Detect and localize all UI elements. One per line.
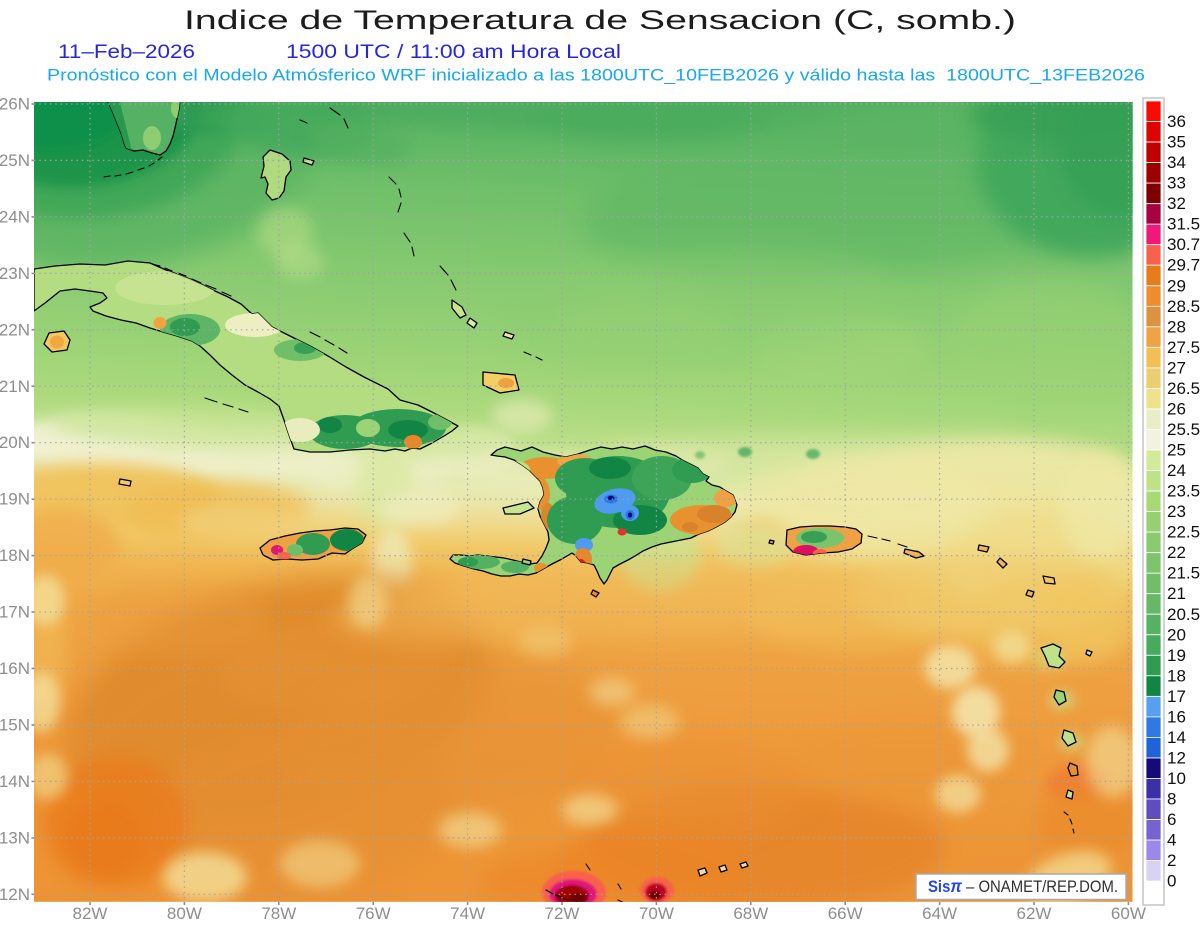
svg-text:21N: 21N [0,377,30,396]
svg-text:23N: 23N [0,264,30,283]
svg-text:32: 32 [1167,194,1186,213]
svg-text:Pronóstico con el Modelo Atmós: Pronóstico con el Modelo Atmósferico WRF… [47,67,1145,85]
svg-text:23: 23 [1167,502,1186,521]
svg-text:16N: 16N [0,659,30,678]
svg-text:20: 20 [1167,625,1186,644]
svg-text:14N: 14N [0,772,30,791]
svg-text:33: 33 [1167,174,1186,193]
svg-text:24: 24 [1167,461,1186,480]
svg-text:30.7: 30.7 [1167,235,1200,254]
svg-text:80W: 80W [167,904,202,923]
svg-text:25: 25 [1167,441,1186,460]
svg-text:11–Feb–2026: 11–Feb–2026 [58,42,195,63]
svg-text:15N: 15N [0,716,30,735]
svg-text:25N: 25N [0,151,30,170]
svg-text:26.5: 26.5 [1167,379,1200,398]
svg-text:60W: 60W [1111,904,1146,923]
svg-text:16: 16 [1167,707,1186,726]
svg-text:12N: 12N [0,885,30,904]
svg-text:25.5: 25.5 [1167,420,1200,439]
svg-text:28: 28 [1167,317,1186,336]
svg-text:4: 4 [1167,831,1176,850]
svg-text:23.5: 23.5 [1167,482,1200,501]
svg-text:Indice de Temperatura de Sensa: Indice de Temperatura de Sensacion (C, s… [184,5,1016,35]
svg-text:36: 36 [1167,112,1186,131]
svg-text:18: 18 [1167,666,1186,685]
svg-text:27: 27 [1167,358,1186,377]
svg-text:62W: 62W [1017,904,1052,923]
svg-text:28.5: 28.5 [1167,297,1200,316]
svg-text:76W: 76W [356,904,391,923]
svg-text:21: 21 [1167,584,1186,603]
svg-text:24N: 24N [0,207,30,226]
svg-text:2: 2 [1167,851,1176,870]
svg-text:29: 29 [1167,276,1186,295]
svg-text:0: 0 [1167,872,1176,891]
svg-text:68W: 68W [733,904,768,923]
svg-text:29.7: 29.7 [1167,256,1200,275]
svg-text:17N: 17N [0,603,30,622]
svg-text:22.5: 22.5 [1167,523,1200,542]
svg-text:10: 10 [1167,769,1186,788]
svg-text:72W: 72W [545,904,580,923]
svg-text:6: 6 [1167,810,1176,829]
svg-text:64W: 64W [922,904,957,923]
svg-text:20N: 20N [0,433,30,452]
svg-text:26: 26 [1167,400,1186,419]
svg-text:26N: 26N [0,95,30,114]
svg-text:8: 8 [1167,790,1176,809]
svg-text:35: 35 [1167,133,1186,152]
svg-text:14: 14 [1167,728,1186,747]
svg-text:21.5: 21.5 [1167,564,1200,583]
svg-text:34: 34 [1167,153,1186,172]
svg-text:27.5: 27.5 [1167,338,1200,357]
svg-text:1500 UTC / 11:00 am Hora Local: 1500 UTC / 11:00 am Hora Local [286,42,621,63]
svg-text:19N: 19N [0,490,30,509]
svg-text:22: 22 [1167,543,1186,562]
svg-text:22N: 22N [0,320,30,339]
svg-text:13N: 13N [0,828,30,847]
svg-text:31.5: 31.5 [1167,215,1200,234]
svg-text:70W: 70W [639,904,674,923]
svg-text:74W: 74W [450,904,485,923]
svg-text:78W: 78W [261,904,296,923]
svg-text:82W: 82W [73,904,108,923]
svg-text:18N: 18N [0,546,30,565]
svg-text:66W: 66W [828,904,863,923]
svg-text:19: 19 [1167,646,1186,665]
svg-text:20.5: 20.5 [1167,605,1200,624]
svg-text:17: 17 [1167,687,1186,706]
svg-text:12: 12 [1167,749,1186,768]
svg-text:Sisπ – ONAMET/REP.DOM.: Sisπ – ONAMET/REP.DOM. [928,876,1118,896]
